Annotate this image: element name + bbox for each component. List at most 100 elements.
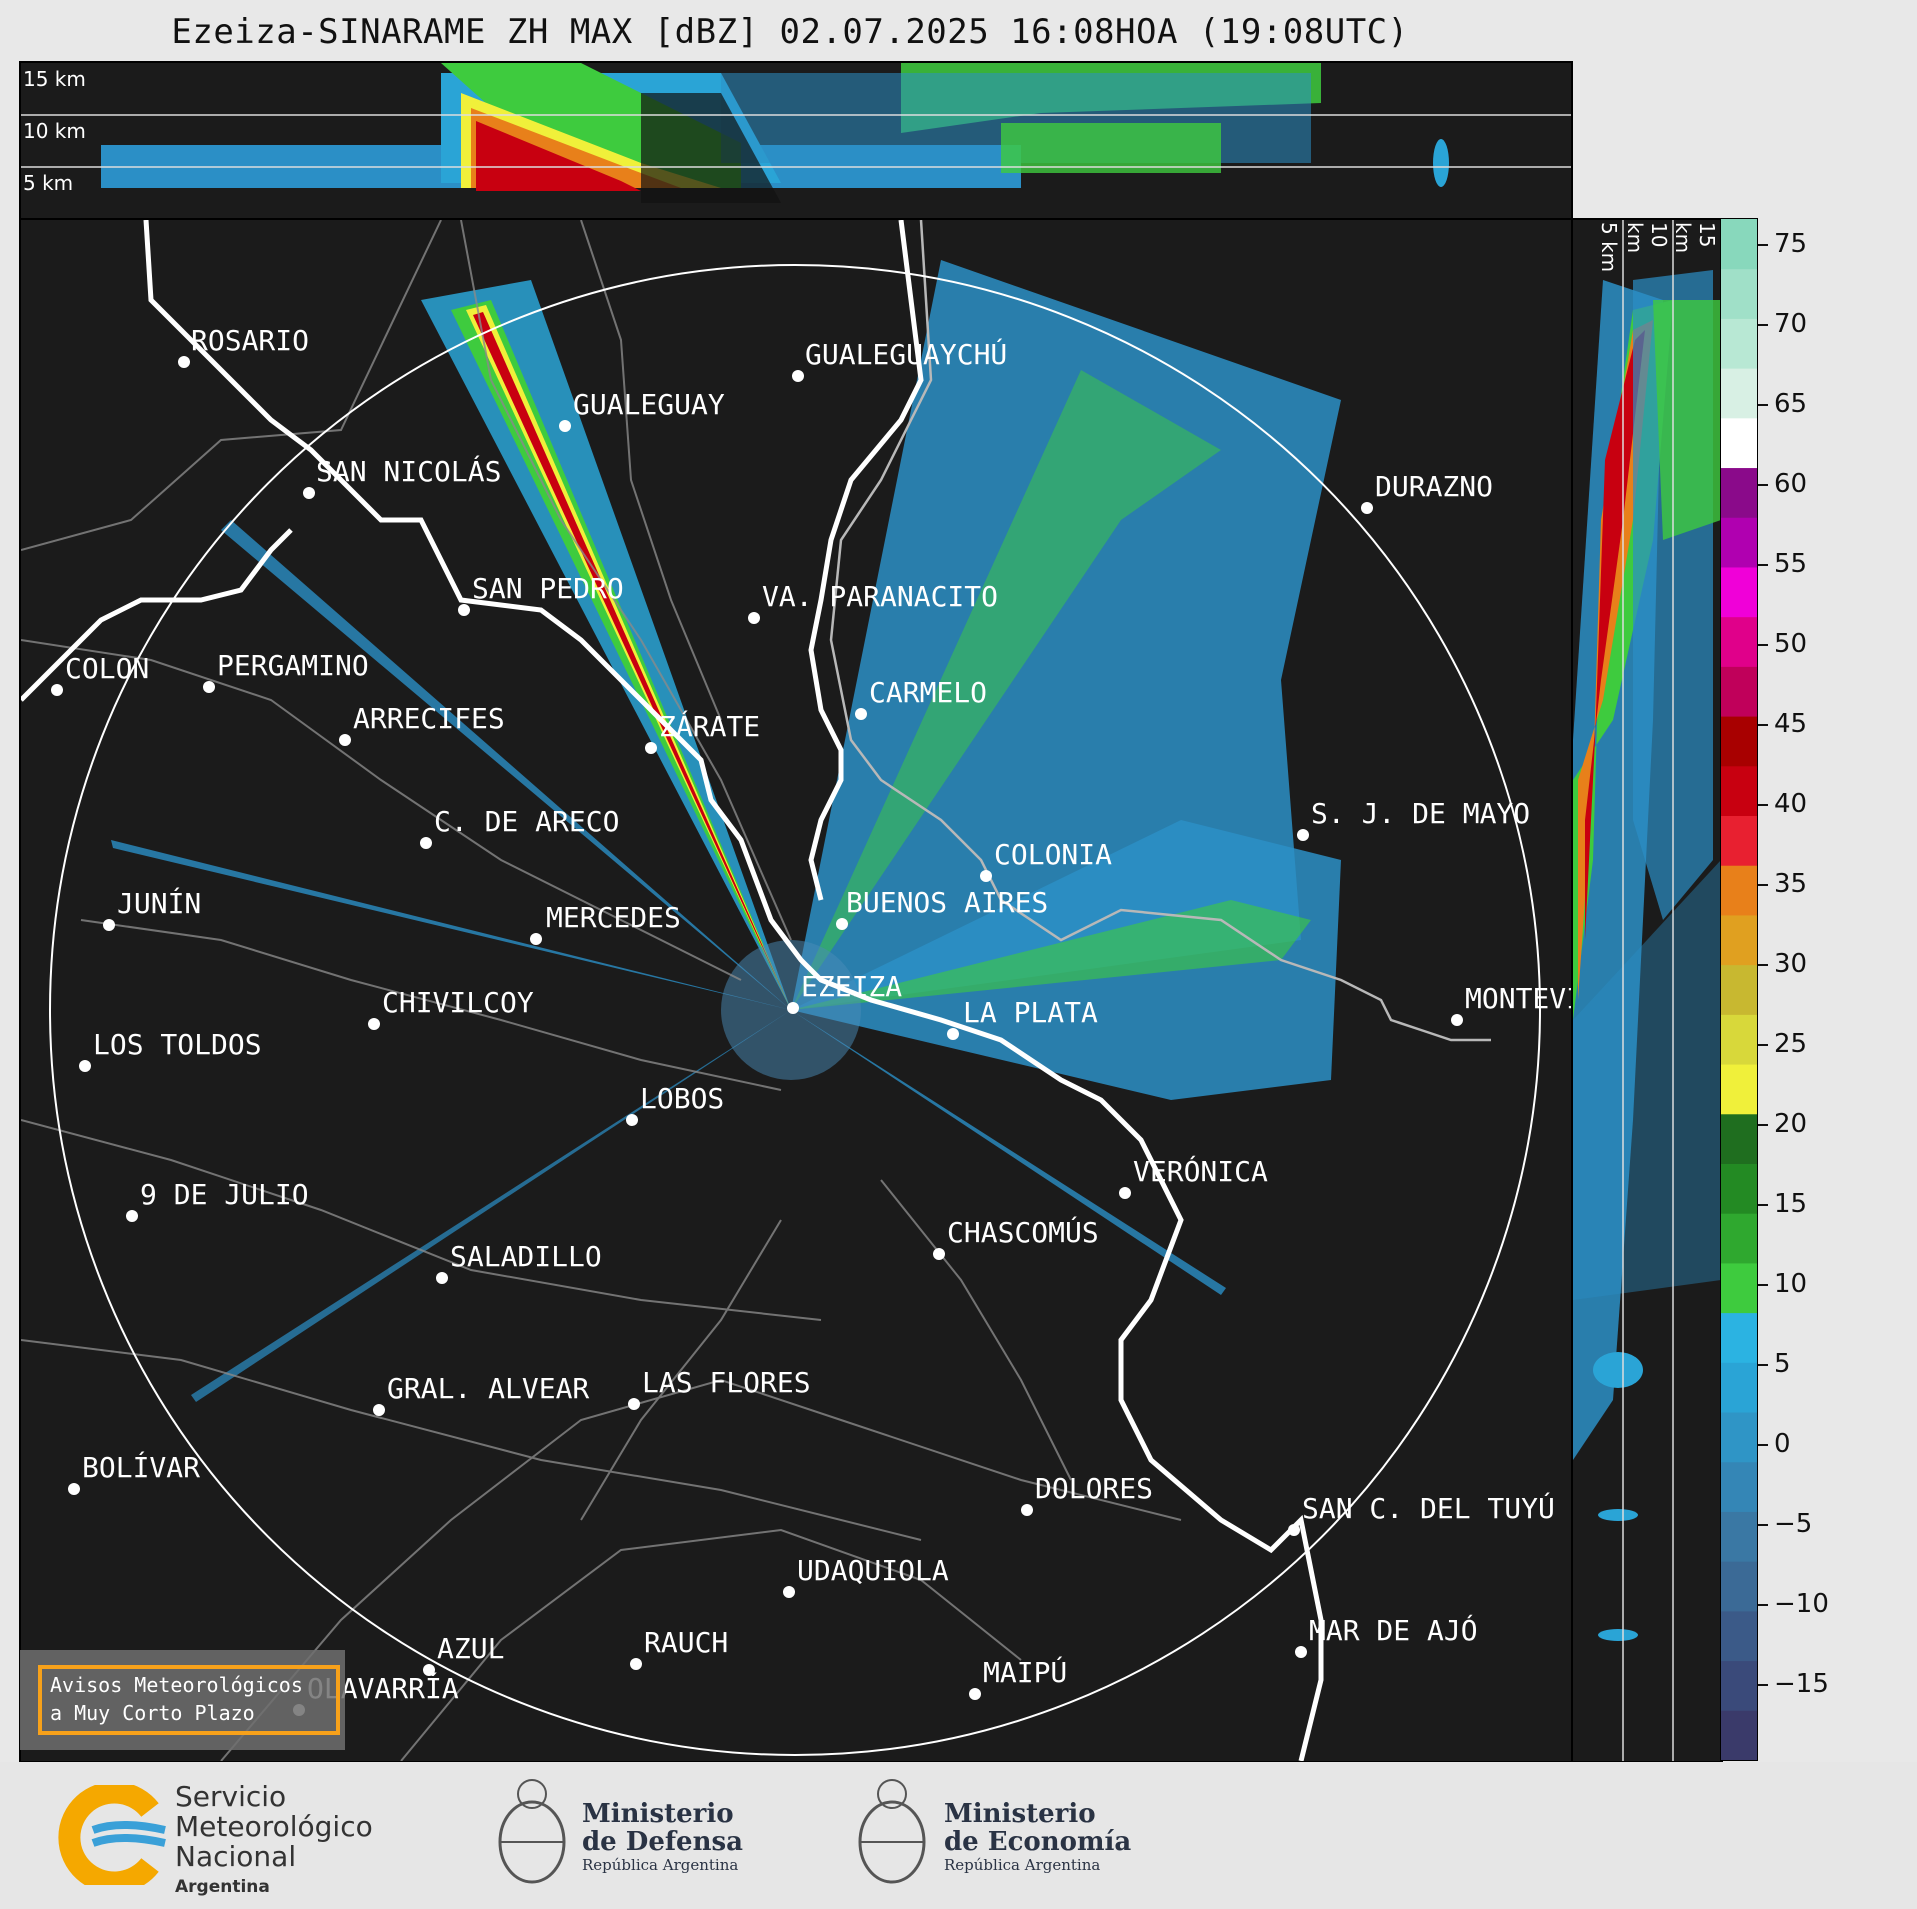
- city-marker: [126, 1210, 138, 1222]
- city-label-s-j-de-mayo: S. J. DE MAYO: [1311, 797, 1531, 830]
- radar-map-graphics: [21, 220, 1541, 1761]
- city-marker: [368, 1018, 380, 1030]
- colorbar-tick-label: 40: [1774, 789, 1808, 819]
- side-cross-section: 5 km 10 km 15 km: [1571, 218, 1723, 1763]
- colorbar-swatches: [1721, 219, 1757, 1761]
- colorbar-tick: [1758, 884, 1768, 886]
- colorbar-tick: [1758, 964, 1768, 966]
- colorbar-swatch: [1721, 566, 1757, 618]
- alt-label-15km: 15 km: [23, 67, 86, 91]
- colorbar-swatch: [1721, 1312, 1757, 1363]
- smn-line-2: Meteorológico: [175, 1810, 373, 1843]
- city-marker: [836, 918, 848, 930]
- radar-map[interactable]: ROSARIO GUALEGUAYCHÚ GUALEGUAY SAN NICOL…: [19, 218, 1573, 1763]
- coat-of-arms-icon: [858, 1779, 926, 1884]
- alt-label-5km-vertical: 5 km: [1597, 222, 1621, 273]
- colorbar-swatch: [1721, 1014, 1757, 1065]
- colorbar-swatch: [1721, 467, 1757, 518]
- city-label-mar-de-ajo: MAR DE AJÓ: [1309, 1614, 1478, 1647]
- city-marker: [178, 356, 190, 368]
- colorbar-tick-label: 20: [1774, 1109, 1808, 1139]
- city-marker: [79, 1060, 91, 1072]
- colorbar-swatch: [1721, 368, 1757, 419]
- city-label-lobos: LOBOS: [640, 1082, 725, 1115]
- city-marker: [783, 1586, 795, 1598]
- colorbar-tick-label: 75: [1774, 229, 1808, 259]
- colorbar-tick: [1758, 1364, 1768, 1366]
- colorbar-tick: [1758, 724, 1768, 726]
- colorbar-swatch: [1721, 1561, 1757, 1612]
- alt-label-5km: 5 km: [23, 171, 74, 195]
- city-label-la-plata: LA PLATA: [963, 996, 1098, 1029]
- city-label-saladillo: SALADILLO: [450, 1240, 602, 1273]
- avisos-line-2: a Muy Corto Plazo: [50, 1701, 255, 1725]
- city-label-colonia: COLONIA: [994, 838, 1113, 871]
- city-marker: [969, 1688, 981, 1700]
- city-label-los-toldos: LOS TOLDOS: [93, 1028, 262, 1061]
- colorbar-swatch: [1721, 1610, 1757, 1662]
- city-marker: [1451, 1014, 1463, 1026]
- city-marker: [420, 837, 432, 849]
- footer: [0, 1762, 1917, 1909]
- city-marker: [855, 708, 867, 720]
- colorbar-tick: [1758, 1204, 1768, 1206]
- city-label-dolores: DOLORES: [1035, 1472, 1154, 1505]
- alt-label-10km-vertical: 10 km: [1623, 222, 1671, 254]
- colorbar-swatch: [1721, 815, 1757, 866]
- city-label-bolivar: BOLÍVAR: [82, 1451, 201, 1484]
- city-marker: [1295, 1646, 1307, 1658]
- smn-line-3: Nacional: [175, 1840, 297, 1873]
- city-label-gualeguay: GUALEGUAY: [573, 388, 725, 421]
- administrative-boundaries: [21, 220, 1182, 1761]
- colorbar-tick: [1758, 244, 1768, 246]
- city-label-durazno: DURAZNO: [1375, 470, 1494, 503]
- city-marker: [1288, 1524, 1300, 1536]
- colorbar-swatch: [1721, 1362, 1757, 1413]
- smn-logo-text: Servicio Meteorológico Nacional Argentin…: [175, 1782, 373, 1902]
- colorbar-swatch: [1721, 616, 1757, 667]
- alt-label-15km-vertical: 15 km: [1671, 222, 1719, 254]
- colorbar-tick: [1758, 1604, 1768, 1606]
- defensa-line-2: de Defensa: [582, 1827, 743, 1857]
- city-label-san-c-del-tuyu: SAN C. DEL TUYÚ: [1302, 1492, 1555, 1525]
- colorbar-tick-label: 0: [1774, 1429, 1791, 1459]
- colorbar-tick-label: 25: [1774, 1029, 1808, 1059]
- colorbar-swatch: [1721, 964, 1757, 1015]
- avisos-link[interactable]: Avisos Meteorológicos a Muy Corto Plazo: [38, 1665, 340, 1735]
- defensa-line-3: República Argentina: [582, 1856, 739, 1874]
- colorbar-swatch: [1721, 1710, 1757, 1761]
- city-label-va-paranacito: VA. PARANACITO: [762, 580, 999, 613]
- side-cross-section-echoes: [1573, 220, 1721, 1761]
- city-label-ezeiza: EZEIZA: [801, 970, 903, 1003]
- range-ring: [49, 264, 1541, 1756]
- colorbar-tick-label: 70: [1774, 309, 1808, 339]
- colorbar-swatch: [1721, 1511, 1757, 1562]
- city-marker: [748, 612, 760, 624]
- colorbar-tick: [1758, 564, 1768, 566]
- colorbar-tick-label: 5: [1774, 1349, 1791, 1379]
- city-marker: [980, 870, 992, 882]
- city-label-chascomus: CHASCOMÚS: [947, 1216, 1099, 1249]
- colorbar-tick: [1758, 1524, 1768, 1526]
- city-marker: [373, 1404, 385, 1416]
- colorbar-tick: [1758, 1124, 1768, 1126]
- city-marker: [626, 1114, 638, 1126]
- city-label-gral-alvear: GRAL. ALVEAR: [387, 1372, 590, 1405]
- colorbar-tick-label: 35: [1774, 869, 1808, 899]
- colorbar-swatch: [1721, 1213, 1757, 1264]
- colorbar-swatch: [1721, 318, 1757, 369]
- city-label-arrecifes: ARRECIFES: [353, 702, 505, 735]
- smn-logo-icon: [58, 1785, 166, 1885]
- radar-echoes: [111, 260, 1341, 1402]
- city-label-las-flores: LAS FLORES: [642, 1366, 811, 1399]
- colorbar-tick: [1758, 404, 1768, 406]
- city-label-pergamino: PERGAMINO: [217, 649, 369, 682]
- colorbar-swatch: [1721, 268, 1757, 319]
- city-marker: [1361, 502, 1373, 514]
- city-marker: [458, 604, 470, 616]
- colorbar-tick-label: 55: [1774, 549, 1808, 579]
- colorbar-tick: [1758, 644, 1768, 646]
- city-label-rauch: RAUCH: [644, 1626, 729, 1659]
- colorbar-tick-label: 15: [1774, 1189, 1808, 1219]
- city-marker: [203, 681, 215, 693]
